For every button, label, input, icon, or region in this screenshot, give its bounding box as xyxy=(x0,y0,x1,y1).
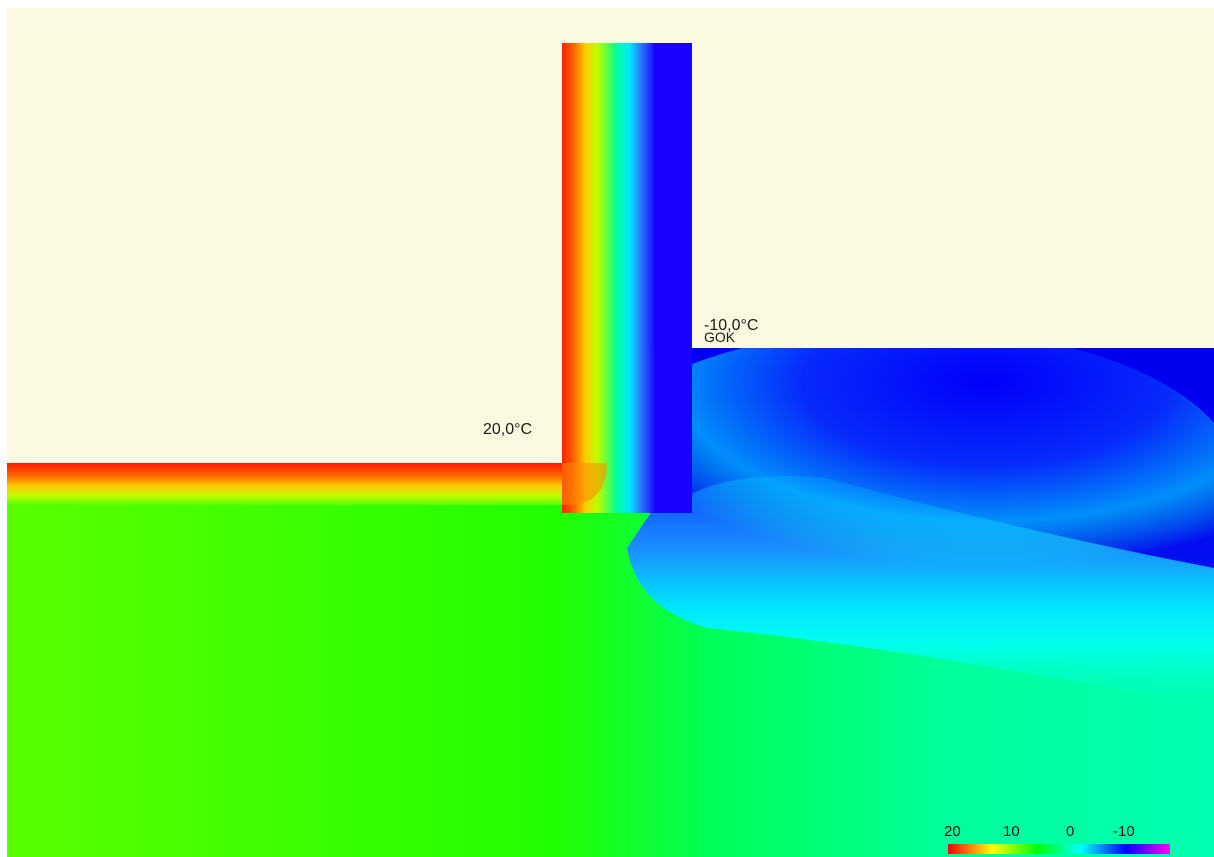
legend-tick-label: 20 xyxy=(944,823,961,840)
slab-wall-corner xyxy=(562,463,607,505)
exterior-temperature-label: -10,0°C xyxy=(704,317,758,334)
cold-transition xyxy=(577,328,1214,628)
legend-color-bar xyxy=(948,844,1170,854)
exterior-air xyxy=(692,8,1214,348)
color-scale-legend: 20 10 0 -10 xyxy=(944,823,1170,854)
ground-level-label: GOK xyxy=(704,329,736,345)
thermal-simulation-view[interactable]: 20,0°C -10,0°C GOK 20 10 0 -10 xyxy=(7,8,1214,857)
isotherm-diagram: 20,0°C -10,0°C GOK 20 10 0 -10 xyxy=(7,8,1214,857)
interior-air xyxy=(7,8,562,463)
interior-temperature-label: 20,0°C xyxy=(483,421,532,438)
legend-tick-label: 10 xyxy=(1003,823,1020,840)
legend-tick-label: 0 xyxy=(1066,823,1074,840)
air-top xyxy=(562,8,692,43)
wall-cold-face xyxy=(654,43,692,349)
floor-slab xyxy=(7,463,577,505)
legend-tick-label: -10 xyxy=(1113,823,1135,840)
